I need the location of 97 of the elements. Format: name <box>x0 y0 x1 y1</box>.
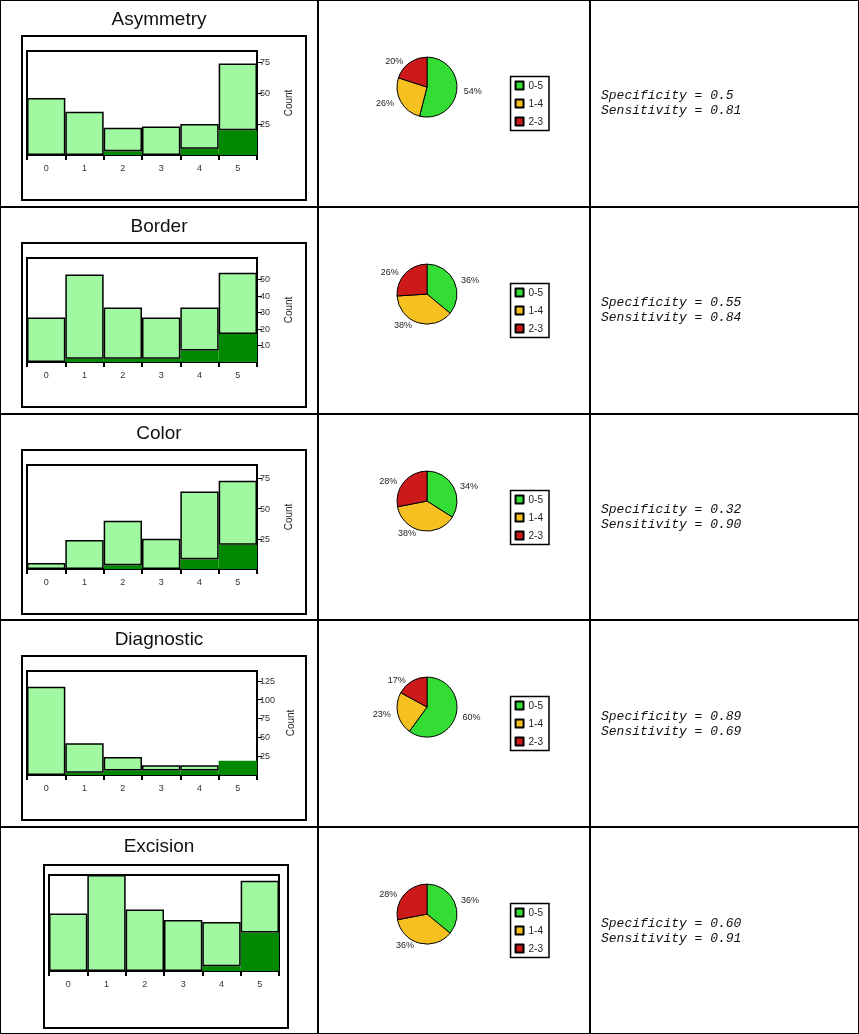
x-tick-label: 4 <box>196 162 203 173</box>
text: Sensitivity = 0.90 <box>601 516 742 532</box>
data-label: 28% <box>379 888 398 899</box>
x-tick-label: 1 <box>81 576 88 587</box>
x-tick-label: 1 <box>81 162 88 173</box>
text: Sensitivity = 0.81 <box>601 103 742 119</box>
chart-title: Excision <box>123 835 195 857</box>
data-label: 54% <box>463 86 482 97</box>
data-label: 26% <box>375 97 394 108</box>
x-tick-label: 0 <box>43 782 49 793</box>
x-tick-label: 0 <box>65 978 71 989</box>
x-tick-label: 4 <box>218 978 225 989</box>
text: Specificity = 0.5 <box>601 88 735 104</box>
x-tick-label: 1 <box>103 978 110 989</box>
legend-label: 0-5 <box>528 80 544 91</box>
bar <box>103 151 142 155</box>
data-label: 38% <box>394 319 413 330</box>
y-tick-label: 50 <box>260 274 271 285</box>
x-tick-label: 2 <box>120 782 126 793</box>
y-tick-label: 75 <box>260 472 271 483</box>
x-tick-label: 2 <box>120 369 126 380</box>
data-label: 26% <box>380 266 399 277</box>
text: Sensitivity = 0.69 <box>601 723 742 739</box>
y-tick-label: 20 <box>260 323 271 334</box>
y-tick-label: 100 <box>260 695 276 706</box>
x-tick-label: 2 <box>120 162 126 173</box>
legend-label: 0-5 <box>528 493 544 505</box>
y-tick-label: 25 <box>260 119 271 130</box>
y-tick-label: 25 <box>260 751 271 762</box>
x-tick-label: 5 <box>257 978 263 989</box>
y-axis-title: Count <box>282 503 294 530</box>
text: Sensitivity = 0.84 <box>601 310 742 326</box>
legend-label: 2-3 <box>528 529 544 541</box>
x-tick-label: 2 <box>120 576 126 587</box>
bar <box>103 564 142 569</box>
chart-title: Color <box>136 421 183 443</box>
data-label: 36% <box>460 275 479 286</box>
data-label: 60% <box>462 712 481 723</box>
text: Specificity = 0.89 <box>601 708 742 724</box>
y-tick-label: 10 <box>260 340 271 351</box>
x-tick-label: 3 <box>158 782 164 793</box>
x-tick-label: 3 <box>158 369 164 380</box>
x-tick-label: 3 <box>180 978 186 989</box>
y-tick-label: 30 <box>260 307 271 318</box>
x-tick-label: 4 <box>196 782 203 793</box>
x-tick-label: 3 <box>158 576 164 587</box>
legend-label: 2-3 <box>528 322 544 334</box>
y-axis-title: Count <box>282 296 294 324</box>
data-label: 23% <box>372 709 391 720</box>
text: Specificity = 0.60 <box>601 915 742 931</box>
x-tick-label: 4 <box>196 369 203 380</box>
x-tick-label: 0 <box>43 162 49 173</box>
chart-title: Asymmetry <box>111 8 207 29</box>
y-tick-label: 25 <box>260 533 271 544</box>
y-tick-label: 75 <box>260 57 271 68</box>
x-tick-label: 5 <box>235 782 241 793</box>
legend-label: 0-5 <box>528 700 544 712</box>
text: Sensitivity = 0.91 <box>601 930 742 946</box>
legend-label: 0-5 <box>528 286 544 298</box>
data-label: 36% <box>396 940 415 951</box>
y-tick-label: 50 <box>260 88 271 99</box>
y-tick-label: 40 <box>260 290 271 301</box>
y-tick-label: 50 <box>260 503 271 514</box>
y-tick-label: 75 <box>260 713 271 724</box>
x-tick-label: 1 <box>81 782 88 793</box>
legend-label: 1-4 <box>528 98 544 109</box>
y-tick-label: 125 <box>260 676 276 687</box>
text: Specificity = 0.32 <box>601 501 742 517</box>
legend-label: 1-4 <box>528 511 544 523</box>
data-label: 36% <box>460 895 479 906</box>
x-tick-label: 5 <box>235 369 241 380</box>
x-tick-label: 0 <box>43 369 49 380</box>
data-label: 17% <box>387 674 406 685</box>
y-tick-label: 50 <box>260 732 271 743</box>
y-axis-title: Count <box>282 89 294 117</box>
x-tick-label: 4 <box>196 576 203 587</box>
data-label: 38% <box>397 527 416 538</box>
x-tick-label: 0 <box>43 576 49 587</box>
x-tick-label: 3 <box>158 162 164 173</box>
legend-label: 2-3 <box>528 116 544 127</box>
data-label: 28% <box>379 475 398 486</box>
chart-title: Diagnostic <box>114 628 204 650</box>
legend-label: 1-4 <box>528 304 544 316</box>
data-label: 34% <box>460 480 479 491</box>
x-tick-label: 5 <box>235 162 241 173</box>
legend-label: 2-3 <box>528 943 544 955</box>
legend-label: 2-3 <box>528 736 544 748</box>
legend-label: 1-4 <box>528 925 544 937</box>
x-tick-label: 1 <box>81 369 88 380</box>
y-axis-title: Count <box>285 709 297 737</box>
chart-title: Border <box>130 214 189 236</box>
x-tick-label: 2 <box>142 978 148 989</box>
legend-label: 0-5 <box>528 907 544 919</box>
x-tick-label: 5 <box>235 576 241 587</box>
text: Specificity = 0.55 <box>601 295 742 311</box>
legend-label: 1-4 <box>528 718 544 730</box>
data-label: 20% <box>385 56 404 67</box>
